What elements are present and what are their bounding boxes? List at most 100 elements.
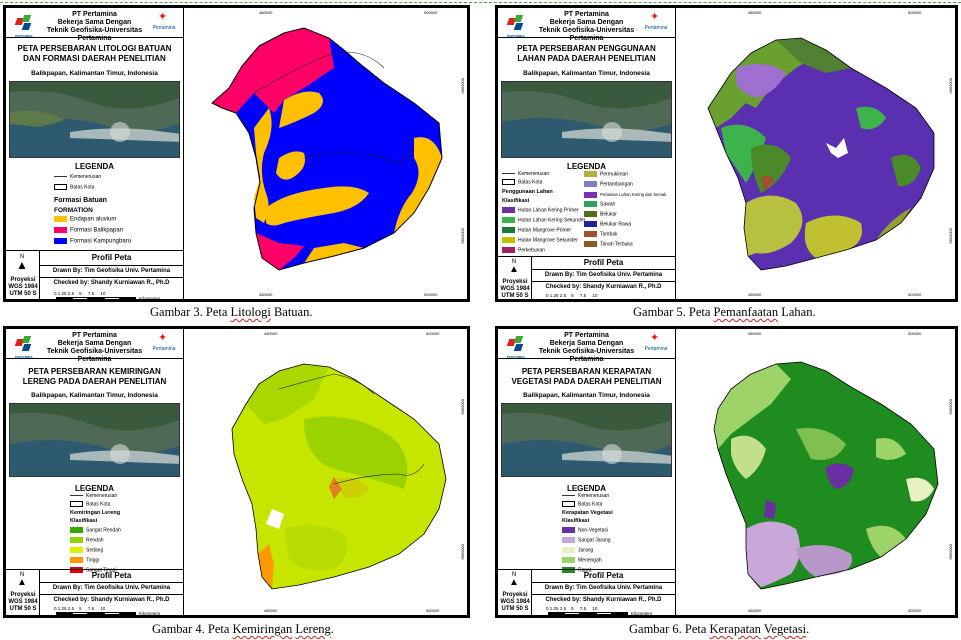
north-arrow-icon: N ▲: [17, 572, 27, 588]
legend-item: Sangat Tinggi: [70, 567, 117, 574]
legend-item: Formasi Kampungbaru: [54, 238, 131, 246]
header-text: PT Pertamina Bekerja Sama Dengan Teknik Ge…: [46, 11, 143, 42]
header-box: PERTAMINA PT Pertamina Bekerja Sama Denga…: [6, 8, 183, 42]
map-area: 480000 500000 480000 500000 9860000 9850…: [676, 329, 955, 615]
legend-item: Tanah Terbuka: [584, 241, 633, 248]
lahan-map-polygon: [707, 37, 935, 271]
legend-batas-kota: Batas Kota: [70, 501, 110, 508]
header-box: PERTAMINA PT Pertamina Bekerja Sama Denga…: [498, 329, 675, 363]
map-area: 480000 500000 480000 500000 9860000 9850…: [184, 329, 467, 615]
legend-title: LEGENDA: [566, 162, 607, 171]
drawn-by: Drawn By: Tim Geofisika Univ. Pertamina: [532, 269, 675, 278]
legend-item: Perkebunan: [502, 247, 545, 254]
profile-title: Profil Peta: [91, 253, 132, 262]
map-area: 480000 500000 480000 500000 9860000 9850…: [184, 8, 467, 299]
pertamina-logo-icon: PERTAMINA: [12, 12, 36, 38]
legend-subtitle: Penggunaan Lahan: [502, 189, 553, 195]
pertamina-star-logo-icon: ✦ Pertamina: [152, 11, 176, 31]
pertamina-star-logo-icon: ✦ Pertamina: [644, 332, 668, 352]
pertamina-logo-icon: PERTAMINA: [504, 12, 528, 38]
scale-bar: [56, 297, 136, 300]
header-text: PT Pertamina Bekerja Sama Dengan Teknik Ge…: [46, 332, 143, 363]
legend-batas-kota: Batas Kota: [54, 184, 94, 191]
legend-batas-kota: Batas Kota: [502, 179, 542, 186]
pertamina-logo-icon: PERTAMINA: [504, 333, 528, 359]
north-arrow-icon: N ▲: [509, 259, 519, 275]
map-frame-lahan: PERTAMINA PT Pertamina Bekerja Sama Denga…: [495, 5, 958, 303]
map-location: Balikpapan, Kalimantan Timur, Indonesia: [523, 392, 650, 399]
profile-title: Profil Peta: [583, 571, 624, 580]
legend-item: Rendah: [70, 537, 104, 544]
scale-bar: [56, 612, 136, 615]
map-frame-vegetasi: PERTAMINA PT Pertamina Bekerja Sama Denga…: [495, 326, 958, 618]
legend-item: Hutan Mangrove Primer: [502, 227, 571, 234]
checked-by: Checked by: Shandy Kurniawan R., Ph.D: [532, 281, 675, 290]
scale-bar: [548, 612, 628, 615]
header-text: PT Pertamina Bekerja Sama Dengan Teknik Ge…: [538, 11, 635, 42]
legend-item: Tinggi: [70, 557, 99, 564]
header-text: PT Pertamina Bekerja Sama Dengan Teknik Ge…: [538, 332, 635, 363]
legend-item: Hutan Lahan Kering Primer: [502, 207, 579, 214]
north-arrow-icon: N ▲: [509, 572, 519, 588]
profile-box: N ▲ Proyeksi WGS 1984 UTM 50 S Profil Peta …: [6, 250, 183, 301]
drawn-by: Drawn By: Tim Geofisika Univ. Pertamina: [532, 582, 675, 591]
drawn-by: Drawn By: Tim Geofisika Univ. Pertamina: [40, 582, 183, 591]
lereng-map-polygon: [231, 363, 447, 590]
satellite-inset-image: [9, 81, 180, 158]
litologi-map-polygon: [211, 27, 443, 271]
legend-subtitle: Kemiringan Lereng: [70, 510, 121, 516]
legend-panel: PERTAMINA PT Pertamina Bekerja Sama Denga…: [6, 8, 184, 301]
legend-kemenerusan: Kemenerusan: [54, 174, 101, 181]
legend-item: Rapat: [562, 567, 591, 574]
legend-item: Sedang: [70, 547, 103, 554]
map-location: Balikpapan, Kalimantan Timur, Indonesia: [31, 392, 158, 399]
checked-by: Checked by: Shandy Kurniawan R., Ph.D: [40, 277, 183, 286]
legend-item: Sangat Rendah: [70, 527, 121, 534]
north-arrow-icon: N ▲: [16, 254, 28, 272]
map-title: PETA PERSEBARAN KEMIRINGAN LERENG PADA DA…: [22, 367, 167, 386]
legend-title: LEGENDA: [566, 484, 607, 493]
map-title: PETA PERSEBARAN LITOLOGI BATUAN DAN FORMA…: [17, 44, 172, 63]
legend-item: Non-Vegetasi: [562, 527, 608, 534]
legend-title: LEGENDA: [74, 162, 115, 171]
map-title: PETA PERSEBARAN KERAPATAN VEGETASI PADA D…: [511, 367, 662, 386]
legend-item: Tambak: [584, 231, 618, 238]
legend-title: LEGENDA: [74, 484, 115, 493]
legend-subtitle-2: Klasifikasi: [70, 518, 98, 524]
scale-bar: [548, 299, 628, 302]
caption-lahan: Gambar 5. Peta Pemanfaatan Lahan.: [633, 305, 816, 319]
map-frame-lereng: PERTAMINA PT Pertamina Bekerja Sama Denga…: [3, 326, 470, 618]
legend-kemenerusan: Kemenerusan: [502, 171, 549, 178]
map-area: 480000 500000 480000 500000 9860000 9850…: [676, 8, 955, 299]
header-box: PERTAMINA PT Pertamina Bekerja Sama Denga…: [498, 8, 675, 42]
caption-vegetasi: Gambar 6. Peta Kerapatan Vegetasi.: [629, 622, 810, 636]
satellite-inset-image: [9, 403, 180, 477]
map-frame-litologi: PERTAMINA PT Pertamina Bekerja Sama Denga…: [3, 5, 470, 302]
checked-by: Checked by: Shandy Kurniawan R., Ph.D: [532, 594, 675, 603]
legend-item: Jarang: [562, 547, 593, 554]
legend-item: Sangat Jarang: [562, 537, 611, 544]
legend-panel: PERTAMINA PT Pertamina Bekerja Sama Denga…: [498, 329, 676, 616]
profile-title: Profil Peta: [583, 258, 624, 267]
legend-subtitle-2: Klasifikasi: [502, 198, 530, 204]
map-location: Balikpapan, Kalimantan Timur, Indonesia: [31, 70, 158, 77]
legend-item: Hutan Lahan Kering Sekunder: [502, 217, 585, 224]
legend-item: Sawah: [584, 201, 615, 208]
map-location: Balikpapan, Kalimantan Timur, Indonesia: [523, 70, 650, 77]
legend-subtitle-2: Klasifikasi: [562, 518, 590, 524]
legend-batas-kota: Batas Kota: [562, 501, 602, 508]
legend-item: Pertambangan: [584, 181, 633, 188]
vegetasi-map-polygon: [713, 361, 939, 590]
page-top-rule: [0, 2, 961, 3]
legend-panel: PERTAMINA PT Pertamina Bekerja Sama Denga…: [498, 8, 676, 303]
map-title: PETA PERSEBARAN PENGGUNAAN LAHAN PADA DAE…: [517, 44, 656, 63]
profile-box: N ▲ Proyeksi WGS 1984 UTM 50 S Profil Peta …: [498, 569, 675, 616]
pertamina-star-logo-icon: ✦ Pertamina: [644, 11, 668, 31]
profile-box: N ▲ Proyeksi WGS 1984 UTM 50 S Profil Peta …: [6, 569, 183, 616]
legend-panel: PERTAMINA PT Pertamina Bekerja Sama Denga…: [6, 329, 184, 616]
caption-lereng: Gambar 4. Peta Kemiringan Lereng.: [152, 622, 334, 636]
legend-item: Menengah: [562, 557, 602, 564]
legend-subtitle: Kerapatan Vegetasi: [562, 510, 613, 516]
legend-item: Permukiman: [584, 171, 628, 178]
pertamina-logo-icon: PERTAMINA: [12, 333, 36, 359]
